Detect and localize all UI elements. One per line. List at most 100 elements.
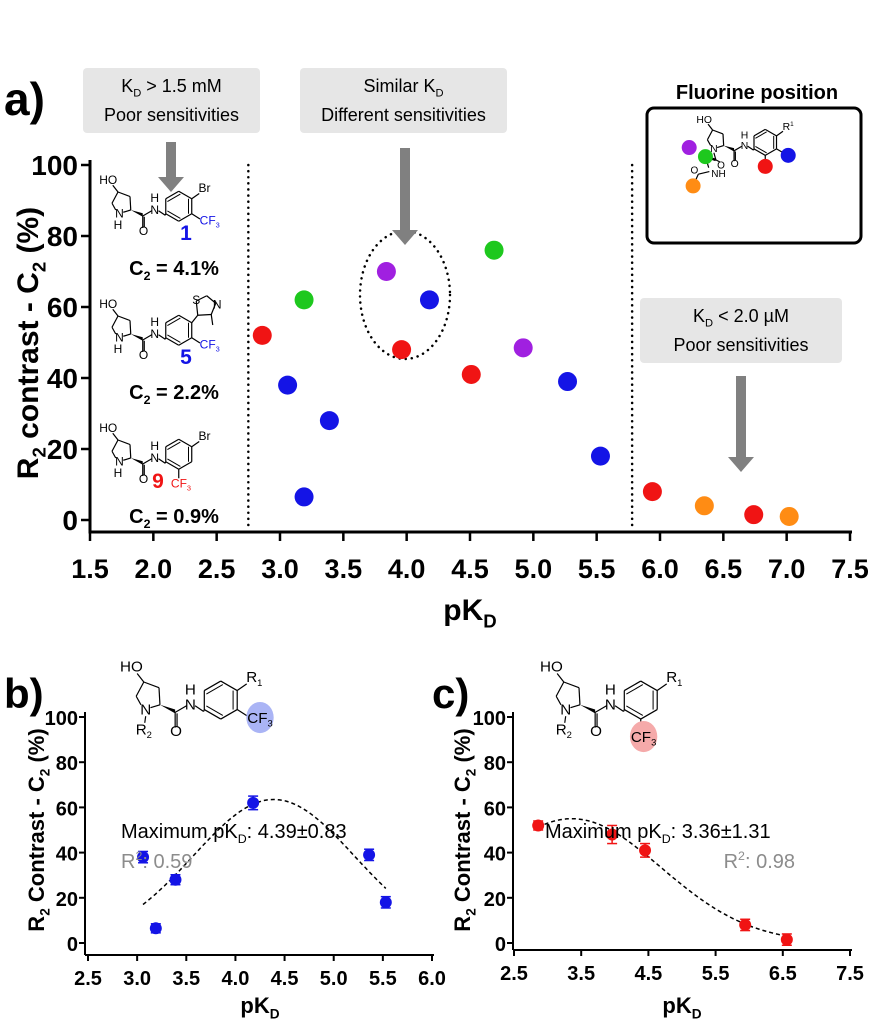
r2-label: R2 — [556, 721, 572, 740]
bond — [165, 461, 180, 470]
bond — [191, 441, 200, 448]
text-segment: (%) — [12, 207, 45, 262]
bond — [206, 705, 224, 716]
text-segment: 3 — [651, 737, 656, 748]
marker — [639, 844, 652, 857]
text-segment: R — [246, 669, 257, 686]
x-tick-label: 4.5 — [634, 963, 662, 985]
x-tick-label: 5.5 — [578, 554, 616, 584]
atom-label: H — [605, 681, 616, 698]
data-point-blue — [278, 375, 298, 395]
annotation-text: KD > 1.5 mM — [121, 76, 222, 100]
marker — [137, 851, 150, 864]
annotation-text: Poor sensitivities — [104, 105, 239, 125]
text-segment: R — [666, 669, 677, 686]
cf3-substituent: CF3 — [631, 729, 656, 748]
atom-label: H — [150, 439, 159, 453]
x-tick-label: 2.0 — [135, 554, 173, 584]
bond — [195, 295, 208, 302]
fluorine-position-blue — [780, 147, 796, 163]
text-segment: R — [783, 122, 791, 133]
text-segment: D — [662, 832, 671, 846]
marker — [149, 922, 162, 935]
data-point-blue — [294, 487, 314, 507]
text-segment: : 3.36±1.31 — [671, 821, 771, 843]
x-axis-title: pKD — [662, 993, 701, 1022]
bond — [167, 317, 181, 326]
x-tick-label: 2.5 — [500, 963, 528, 985]
wedge-bond — [130, 210, 143, 217]
text-segment: C — [129, 382, 143, 404]
bond — [578, 687, 581, 705]
bond — [112, 308, 119, 317]
text-segment: C — [129, 506, 143, 528]
data-point-blue — [558, 372, 578, 392]
bond — [178, 314, 193, 324]
text-segment: K — [121, 76, 133, 96]
maximum-pkd-label: Maximum pKD: 3.36±1.31 — [545, 821, 771, 846]
bond — [136, 673, 145, 683]
bond — [203, 709, 222, 720]
data-point-green — [484, 240, 504, 260]
bond — [206, 295, 217, 304]
bond — [753, 128, 766, 137]
bond — [117, 191, 131, 198]
bond — [555, 681, 565, 697]
text-segment: 3 — [187, 483, 191, 492]
bond — [123, 457, 131, 461]
atom-label: N — [741, 141, 749, 152]
bond — [111, 191, 119, 204]
x-tick-label: 7.5 — [831, 554, 869, 584]
bond — [206, 684, 224, 695]
x-tick-label: 5.5 — [369, 968, 397, 990]
fluorine-highlight — [629, 720, 658, 753]
fluorine-position-red — [757, 158, 773, 174]
fluorine-position-green — [697, 149, 713, 165]
similar-kd-ellipse — [358, 229, 452, 361]
bond — [191, 213, 201, 220]
atom-label: O — [170, 723, 182, 740]
text-segment: D — [435, 88, 443, 100]
bond — [165, 314, 180, 324]
bond — [626, 684, 644, 695]
methyl-bond — [210, 314, 214, 326]
panel-label-b: b) — [4, 670, 44, 717]
bond — [764, 128, 777, 137]
bond — [195, 300, 199, 316]
bond — [129, 196, 132, 211]
bond — [111, 439, 119, 452]
bond — [174, 705, 187, 713]
bond — [197, 313, 212, 316]
compound-number: 1 — [180, 222, 192, 245]
data-point-blue — [590, 446, 610, 466]
cf3-substituent: CF3 — [171, 476, 191, 492]
text-segment: contrast - C — [12, 272, 45, 447]
annotation-text: Different sensitivities — [321, 105, 486, 125]
text-segment: D — [483, 611, 496, 632]
x-tick-label: 4.5 — [271, 968, 299, 990]
text-segment: Poor sensitivities — [104, 105, 239, 125]
compound-number: 9 — [152, 470, 164, 493]
x-tick-label: 3.0 — [123, 968, 151, 990]
text-segment: Contrast - C — [450, 776, 475, 908]
bond — [158, 687, 161, 705]
data-point-orange — [779, 506, 799, 526]
text-segment: Different sensitivities — [321, 105, 486, 125]
text-segment: 2 — [464, 908, 479, 916]
inset-title: Fluorine position — [676, 82, 838, 104]
bond — [755, 131, 767, 139]
x-axis-title: pKD — [240, 993, 279, 1022]
data-point-green — [294, 290, 314, 310]
fit-curve — [142, 798, 387, 906]
text-segment: : 0.98 — [745, 851, 795, 873]
atom-label: O — [717, 160, 725, 171]
bond — [623, 709, 642, 720]
data-point-red — [392, 340, 412, 360]
y-tick-label: 80 — [47, 221, 78, 252]
bond — [706, 139, 712, 146]
atom-label: H — [150, 315, 159, 329]
maximum-pkd-label: Maximum pKD: 4.39±0.83 — [121, 821, 347, 846]
text-segment: Contrast - C — [24, 776, 49, 908]
